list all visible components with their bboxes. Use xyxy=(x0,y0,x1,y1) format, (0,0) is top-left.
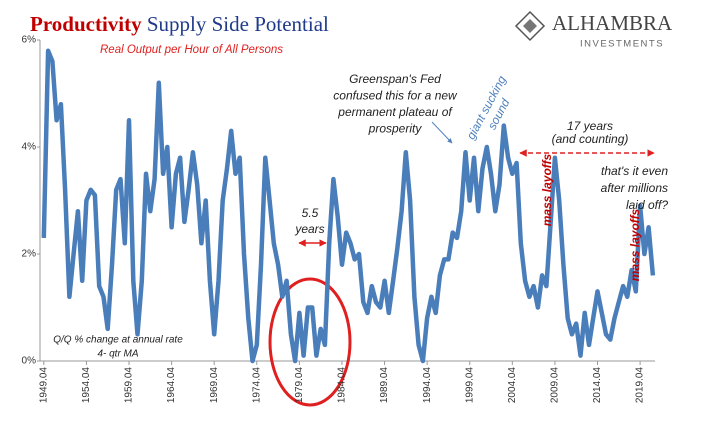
logo-name: ALHAMBRA xyxy=(552,11,673,35)
x-tick-label: 1989.04 xyxy=(379,367,390,404)
y-tick-label: 6% xyxy=(22,35,37,46)
logo: ALHAMBRA INVESTMENTS xyxy=(514,10,673,50)
subtitle: Real Output per Hour of All Persons xyxy=(100,44,283,56)
x-tick-label: 2019.04 xyxy=(635,367,646,404)
logo-tagline: INVESTMENTS xyxy=(580,39,664,50)
data-line xyxy=(41,48,656,364)
x-tick-label: 2009.04 xyxy=(550,367,561,404)
x-tick-label: 1964.04 xyxy=(166,367,177,404)
pointer-arrow xyxy=(431,121,453,144)
y-tick-label: 0% xyxy=(22,356,37,367)
x-tick-label: 2014.04 xyxy=(592,367,603,404)
annotation: Greenspan's Fed xyxy=(349,72,441,86)
annotation: 4- qtr MA xyxy=(97,349,138,360)
chart-title: Productivity Supply Side Potential xyxy=(30,12,329,36)
highlight-ellipse xyxy=(268,277,352,407)
annotation: mass layoffs xyxy=(628,208,642,281)
x-tick-label: 1949.04 xyxy=(38,367,49,404)
x-tick-label: 2004.04 xyxy=(507,367,518,404)
y-tick-label: 2% xyxy=(22,249,37,260)
title-part: Productivity xyxy=(30,12,142,36)
logo-mark xyxy=(514,10,546,42)
x-tick-label: 1979.04 xyxy=(294,367,305,404)
annotation: (and counting) xyxy=(552,132,629,146)
annotation: prosperity xyxy=(368,122,423,136)
annotation: permanent plateau of xyxy=(337,105,453,119)
annotation: 17 years xyxy=(567,119,613,133)
annotation: that's it even xyxy=(601,164,668,178)
x-tick-label: 1974.04 xyxy=(251,367,262,404)
x-tick-label: 1954.04 xyxy=(81,367,92,404)
annotation: years xyxy=(294,222,324,236)
annotation: mass layoffs xyxy=(540,153,554,226)
annotation: laid off? xyxy=(626,198,668,212)
annotation: Q/Q % change at annual rate xyxy=(53,335,183,346)
x-tick-label: 1994.04 xyxy=(422,367,433,404)
x-tick-label: 1959.04 xyxy=(124,367,135,404)
annotation: 5.5 xyxy=(302,206,319,220)
annotation: after millions xyxy=(601,181,668,195)
x-tick-label: 1984.04 xyxy=(337,367,348,404)
x-tick-label: 1999.04 xyxy=(464,367,475,404)
title-part: Supply Side Potential xyxy=(147,12,329,36)
y-tick-label: 4% xyxy=(22,142,37,153)
logo-mark xyxy=(523,19,537,33)
annotation: confused this for a new xyxy=(333,89,458,103)
x-tick-label: 1969.04 xyxy=(209,367,220,404)
